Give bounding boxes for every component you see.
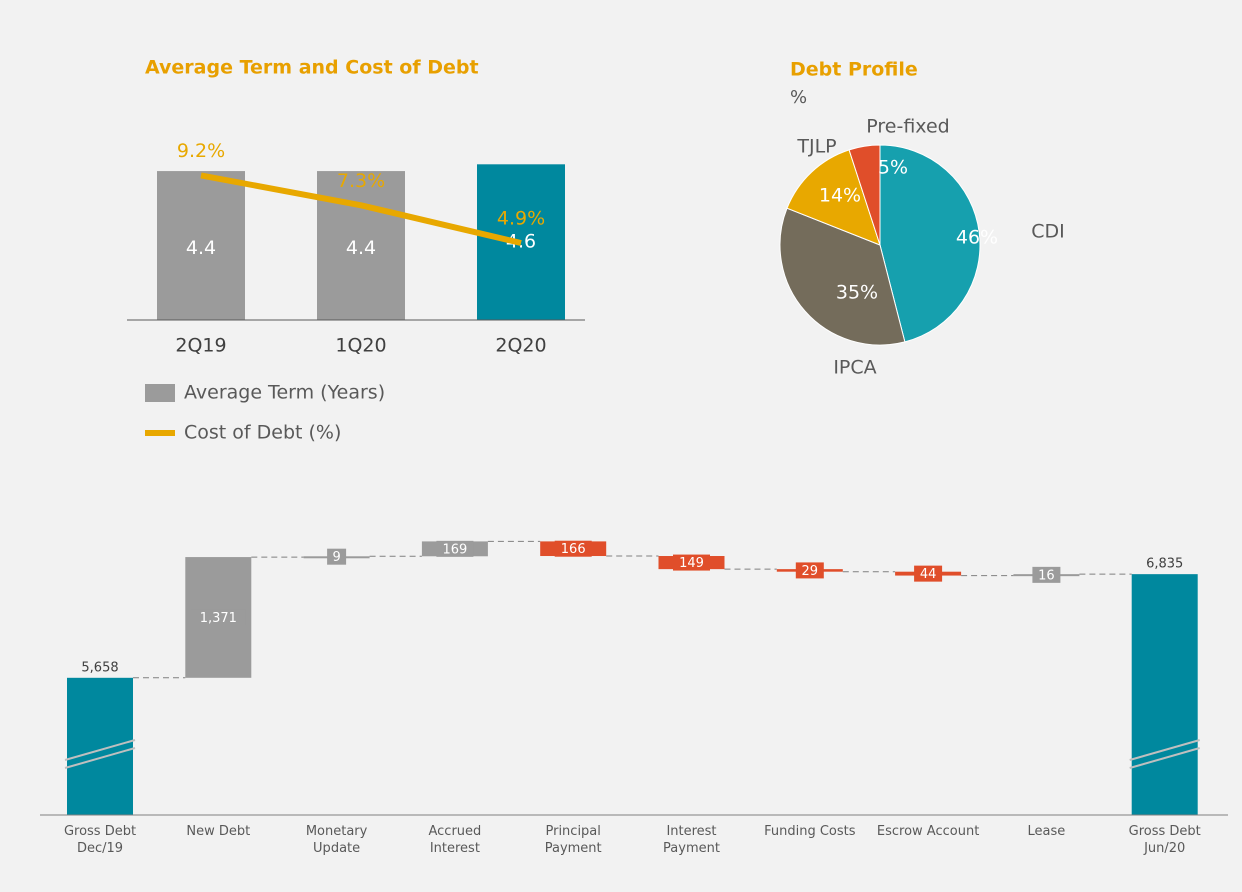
x-tick-label: 1Q20 bbox=[335, 335, 386, 357]
pie-slice bbox=[779, 207, 906, 346]
label-box bbox=[795, 562, 824, 579]
x-tick-label: Gross Debt Jun/20 bbox=[1128, 824, 1201, 856]
label-box bbox=[436, 540, 474, 557]
slice-label: 5% bbox=[878, 157, 908, 179]
bar-label: 4.4 bbox=[346, 237, 376, 259]
x-tick-label: Principal Payment bbox=[544, 824, 602, 856]
label-box bbox=[554, 540, 592, 557]
bar bbox=[317, 171, 405, 320]
slice-label: 14% bbox=[819, 185, 861, 207]
label-box bbox=[914, 565, 943, 582]
bar bbox=[1131, 574, 1198, 815]
x-tick-label: Escrow Account bbox=[876, 824, 980, 839]
bar-label: 9 bbox=[332, 550, 340, 565]
bar-label: 5,658 bbox=[81, 660, 118, 675]
slice-label: 35% bbox=[836, 282, 878, 304]
legend-label: Average Term (Years) bbox=[184, 382, 385, 404]
slice-name: Pre-fixed bbox=[866, 116, 949, 138]
label-box bbox=[1032, 566, 1061, 583]
legend-label: Cost of Debt (%) bbox=[184, 422, 341, 444]
bar-label: 6,835 bbox=[1146, 557, 1183, 572]
bar-label: 1,371 bbox=[200, 611, 237, 626]
slice-label: 46% bbox=[956, 227, 998, 249]
line-label: 9.2% bbox=[177, 140, 225, 162]
slice-name: CDI bbox=[1031, 221, 1065, 243]
bar-label: 149 bbox=[679, 556, 704, 571]
bar-label: 29 bbox=[802, 564, 819, 579]
line bbox=[200, 172, 522, 246]
slice-name: TJLP bbox=[796, 136, 836, 158]
bar-label: 16 bbox=[1038, 568, 1055, 583]
x-tick-label: Funding Costs bbox=[764, 824, 856, 839]
line-label: 4.9% bbox=[497, 208, 545, 230]
axis-break bbox=[64, 739, 136, 761]
bar bbox=[157, 171, 245, 320]
chart-subtitle: % bbox=[790, 87, 807, 108]
legend-swatch bbox=[145, 384, 175, 402]
bar-label: 169 bbox=[442, 542, 467, 557]
axis-break bbox=[1129, 747, 1200, 769]
chart-title: Average Term and Cost of Debt bbox=[145, 57, 479, 79]
x-tick-label: Accrued Interest bbox=[428, 824, 482, 856]
x-tick-label: Interest Payment bbox=[663, 824, 720, 856]
x-tick-label: 2Q19 bbox=[175, 335, 226, 357]
x-tick-label: Lease bbox=[1027, 824, 1066, 839]
bar-label: 4.4 bbox=[186, 237, 216, 259]
axis-break bbox=[1129, 739, 1200, 761]
chart-title: Debt Profile bbox=[790, 59, 918, 81]
x-tick-label: Monetary Update bbox=[305, 824, 368, 856]
pie-slice bbox=[848, 144, 881, 246]
slice-name: IPCA bbox=[833, 357, 876, 379]
x-tick-label: Gross Debt Dec/19 bbox=[63, 824, 137, 856]
axis-break bbox=[64, 747, 136, 769]
bar bbox=[67, 677, 133, 815]
x-tick-label: 2Q20 bbox=[495, 335, 546, 357]
bar-label: 44 bbox=[920, 567, 937, 582]
label-box bbox=[673, 554, 710, 571]
label-box bbox=[327, 548, 347, 565]
pie-slice bbox=[879, 144, 981, 343]
line-label: 7.3% bbox=[337, 170, 385, 192]
bar-label: 166 bbox=[561, 542, 586, 557]
label-box bbox=[190, 609, 246, 626]
x-tick-label: New Debt bbox=[186, 824, 251, 839]
